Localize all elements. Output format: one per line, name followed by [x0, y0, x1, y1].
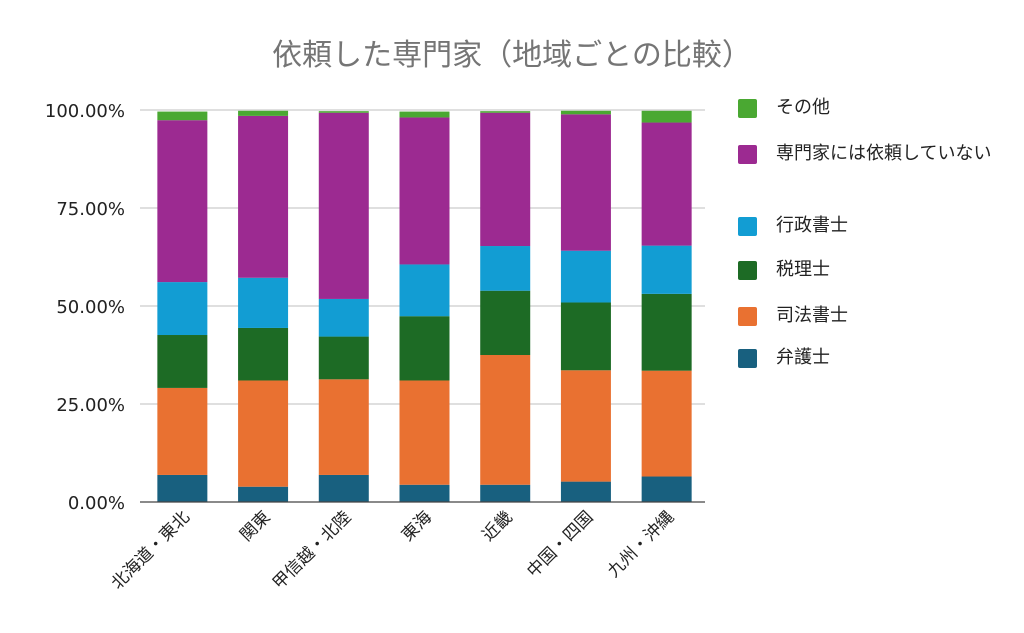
bar-segment: [157, 474, 208, 502]
bar-segment: [157, 111, 208, 121]
bar-segment: [560, 302, 611, 371]
y-tick-label: 100.00%: [45, 101, 125, 122]
y-tick-label: 0.00%: [68, 493, 125, 514]
legend-item: 弁護士: [738, 347, 1001, 371]
bar-segment: [399, 380, 450, 485]
legend-item: 司法書士: [738, 305, 1001, 329]
bar-segment: [641, 110, 692, 123]
bar-segment: [399, 117, 450, 265]
bar-segment: [238, 486, 289, 502]
bar-segment: [560, 481, 611, 502]
legend-item: その他: [738, 97, 1001, 121]
legend-swatch: [738, 261, 757, 280]
bar-segment: [641, 293, 692, 371]
bar-segment: [399, 316, 450, 381]
bar-stack: [641, 110, 692, 502]
bar-segment: [641, 476, 692, 502]
y-tick-label: 75.00%: [56, 199, 125, 220]
bar-segment: [560, 250, 611, 303]
bar-segment: [238, 110, 289, 116]
legend-label: 専門家には依頼していない: [776, 143, 992, 164]
bar-segment: [238, 380, 289, 487]
bar-segment: [560, 370, 611, 482]
x-tick-label: 北海道・東北: [108, 507, 194, 593]
bar-segment: [318, 298, 369, 337]
bar-segment: [560, 114, 611, 251]
bar-stack: [480, 111, 531, 502]
legend-label: 行政書士: [776, 215, 848, 236]
x-tick-label: 東海: [398, 507, 436, 545]
bar-segment: [399, 111, 450, 118]
legend-item: 税理士: [738, 259, 1001, 283]
y-axis-ticks: 0.00% 25.00% 50.00% 75.00% 100.00%: [45, 101, 125, 514]
legend-swatch: [738, 145, 757, 164]
bar-segment: [399, 264, 450, 317]
legend-item: 専門家には依頼していない: [738, 143, 1001, 167]
legend-swatch: [738, 99, 757, 118]
bar-segment: [157, 120, 208, 283]
y-tick-label: 25.00%: [56, 395, 125, 416]
bar-segment: [238, 277, 289, 328]
x-tick-label: 近畿: [479, 507, 517, 545]
bar-segment: [480, 112, 531, 247]
bar-segment: [560, 110, 611, 115]
bar-stack: [157, 111, 208, 502]
bar-segment: [318, 379, 369, 475]
bar-segment: [157, 335, 208, 388]
legend-label: 司法書士: [776, 305, 848, 326]
bar-segment: [480, 355, 531, 485]
chart-title: 依頼した専門家（地域ごとの比較）: [272, 38, 752, 73]
legend-label: その他: [776, 97, 830, 118]
legend-swatch: [738, 349, 757, 368]
y-tick-label: 50.00%: [56, 297, 125, 318]
bar-segment: [480, 111, 531, 113]
x-tick-label: 関東: [236, 507, 274, 545]
bar-segment: [641, 122, 692, 246]
legend-label: 弁護士: [776, 347, 830, 368]
bar-segment: [157, 387, 208, 475]
bar-segment: [641, 370, 692, 477]
legend-swatch: [738, 217, 757, 236]
bars: [157, 110, 692, 502]
bar-segment: [480, 246, 531, 291]
x-tick-label: 中国・四国: [523, 507, 597, 581]
bar-segment: [641, 245, 692, 294]
x-tick-label: 甲信越・北陸: [269, 507, 355, 593]
legend-item: 行政書士: [738, 215, 1001, 239]
bar-stack: [399, 111, 450, 502]
legend-label: 税理士: [776, 259, 830, 280]
bar-segment: [238, 115, 289, 278]
bar-stack: [318, 111, 369, 502]
bar-stack: [560, 110, 611, 502]
bar-segment: [318, 112, 369, 299]
bar-segment: [399, 484, 450, 502]
bar-segment: [480, 290, 531, 355]
bar-segment: [238, 327, 289, 381]
bar-segment: [480, 484, 531, 502]
bar-segment: [318, 336, 369, 380]
bar-stack: [238, 110, 289, 502]
legend-swatch: [738, 307, 757, 326]
bar-segment: [318, 474, 369, 502]
x-tick-label: 九州・沖縄: [604, 507, 678, 581]
bar-segment: [318, 111, 369, 113]
bar-segment: [157, 282, 208, 336]
